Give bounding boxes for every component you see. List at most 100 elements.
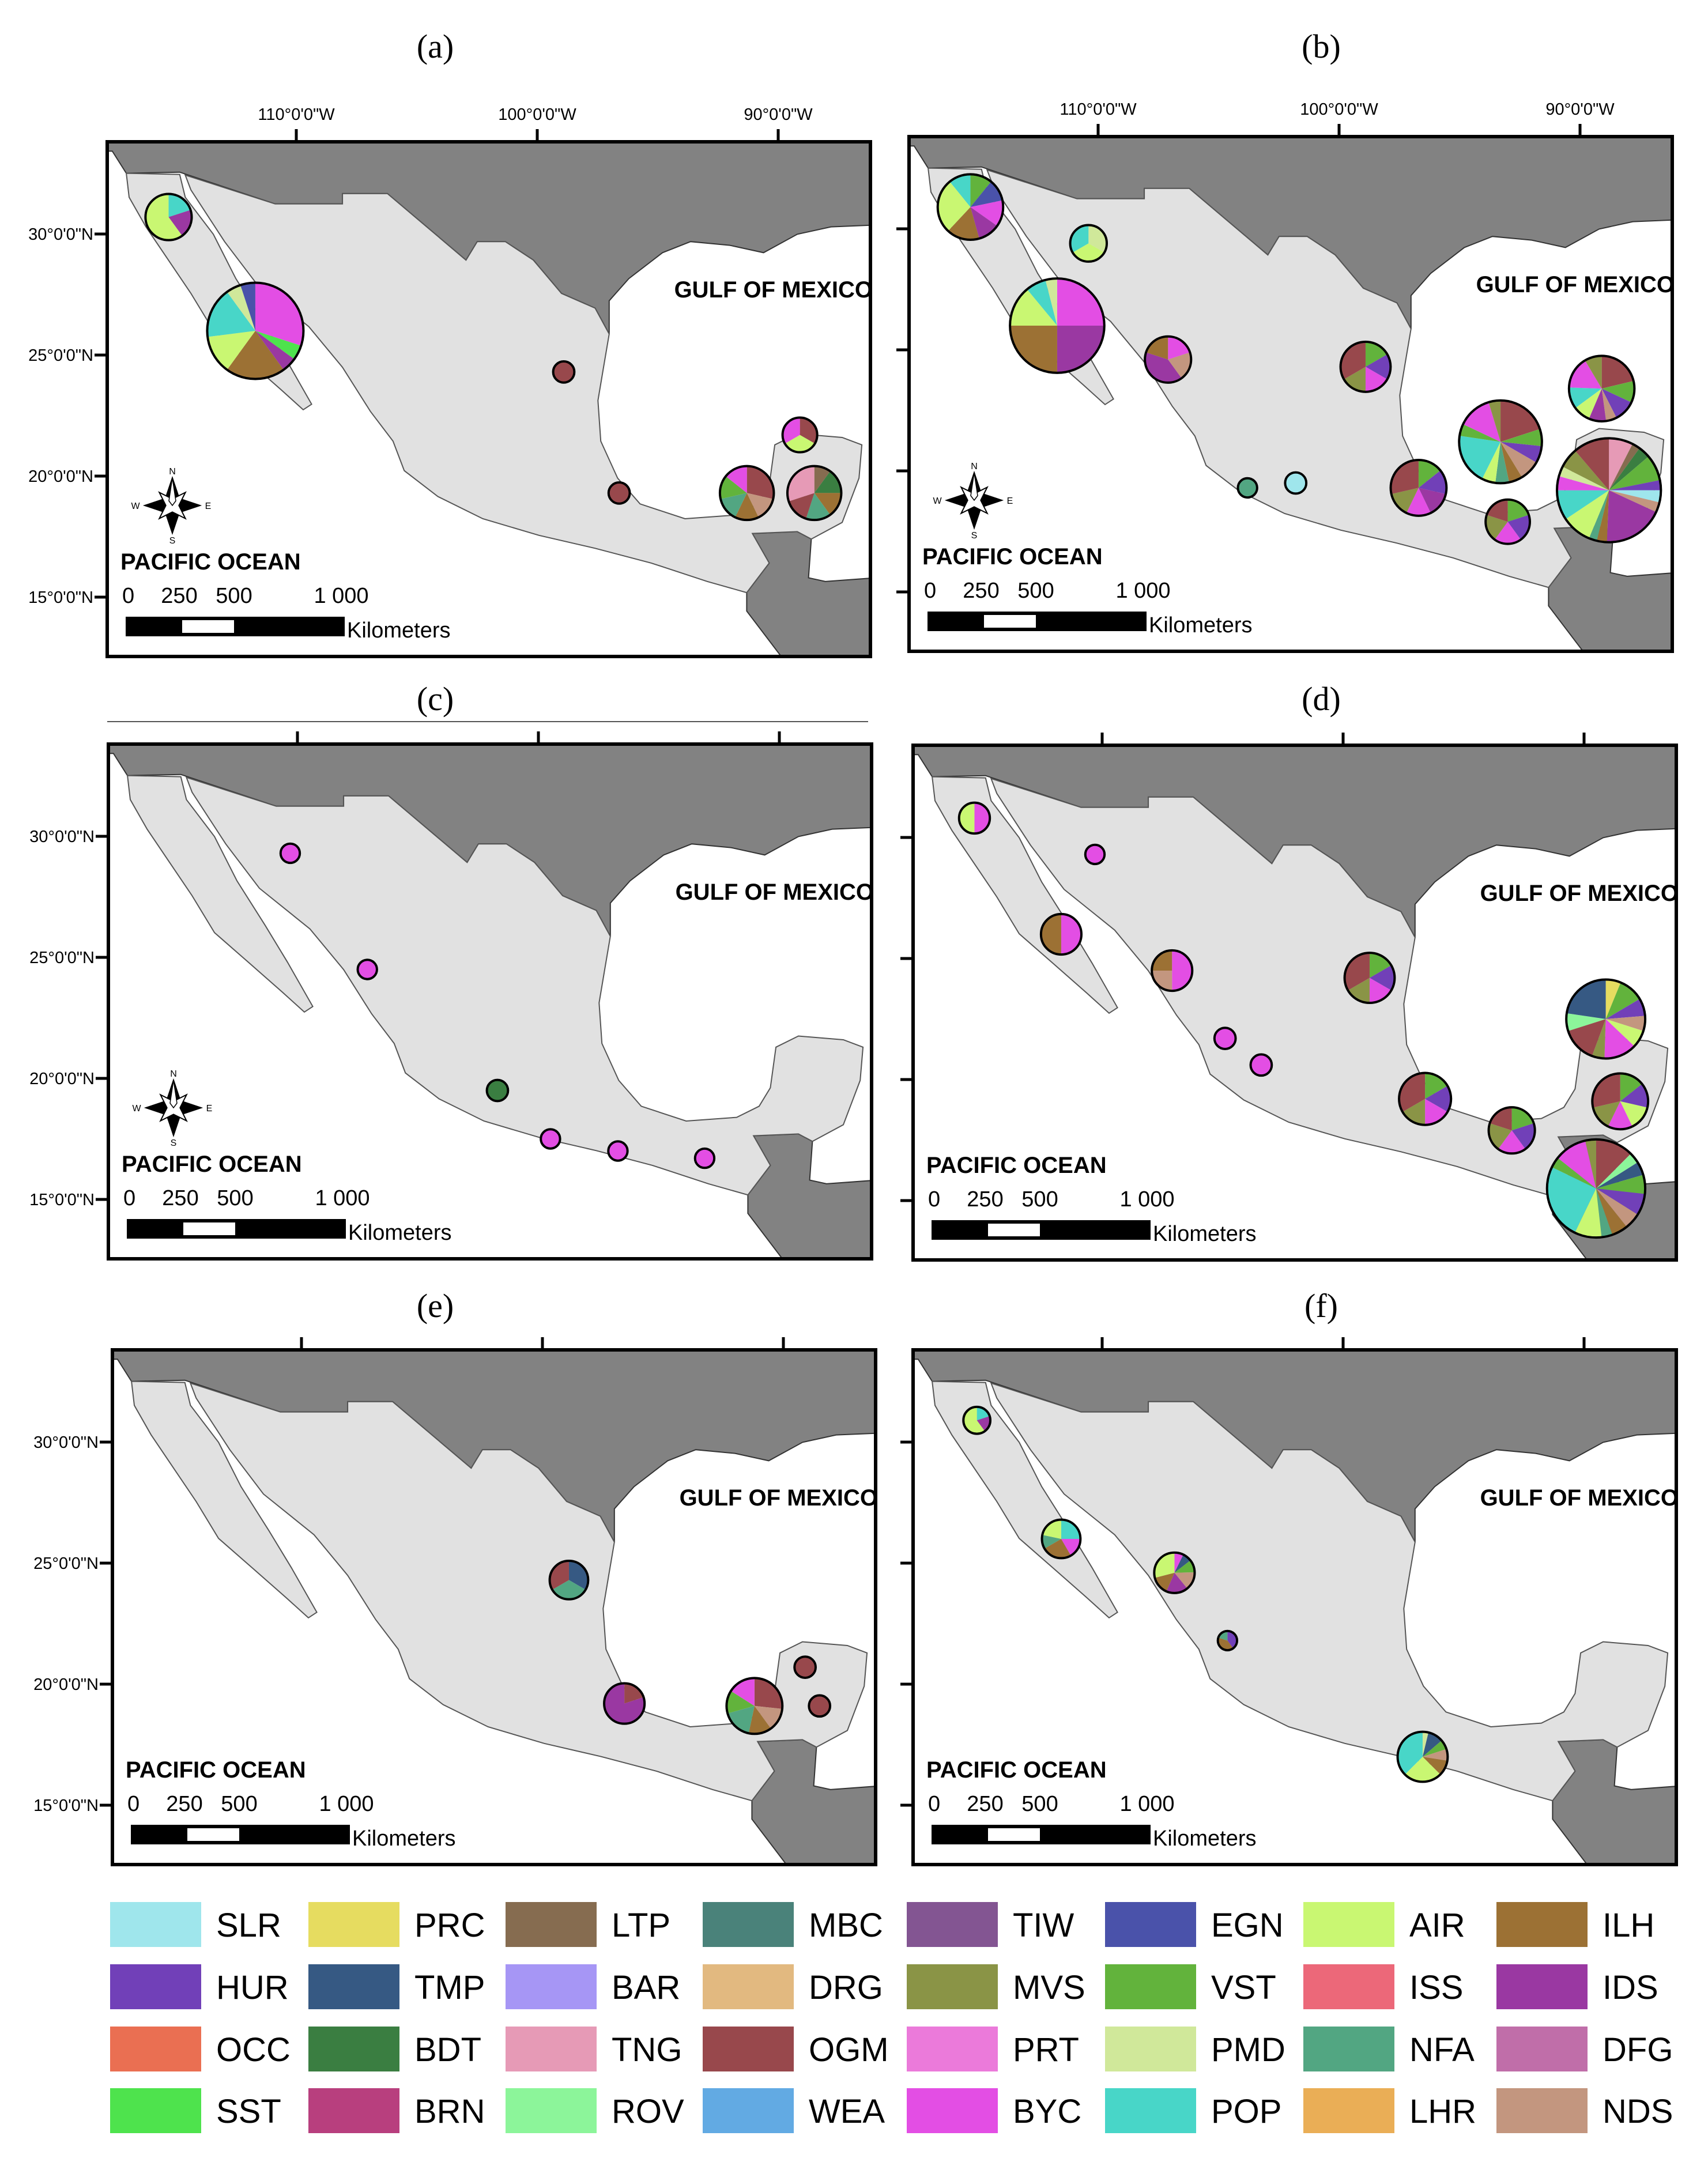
pie-slice-hur — [1511, 1123, 1535, 1149]
legend-swatch — [1496, 2027, 1588, 2071]
compass-n: N — [169, 467, 176, 477]
legend-item-nds: NDS — [1496, 2088, 1673, 2133]
pie-slice-vst — [726, 1690, 755, 1714]
legend-swatch — [703, 1902, 794, 1947]
legend-item-bar: BAR — [506, 1964, 680, 2009]
pie-slice-ilh — [1040, 914, 1061, 955]
scale-bar-segment — [988, 1224, 1040, 1236]
scale-bar — [927, 612, 1147, 631]
legend-label: PRT — [1013, 2031, 1079, 2069]
pie-chart — [206, 281, 305, 380]
compass-s: S — [971, 531, 978, 541]
longitude-label: 100°0'0"W — [498, 105, 576, 124]
scale-bar — [932, 1220, 1151, 1240]
legend-label: TNG — [612, 2031, 682, 2069]
pie-chart — [808, 1694, 832, 1718]
scale-tick-label: 500 — [221, 1792, 257, 1816]
pie-chart — [1565, 978, 1647, 1060]
pie-outline — [1084, 843, 1106, 866]
pie-slice-ilh — [748, 1705, 771, 1734]
pie-chart — [144, 193, 193, 241]
legend-swatch — [1303, 1964, 1394, 2009]
pie-slice-ilh — [948, 207, 979, 240]
pie-slice-hur — [1605, 999, 1645, 1019]
panel-label: (c) — [417, 680, 454, 718]
legend-item-byc: BYC — [907, 2088, 1081, 2133]
legend-label: TIW — [1013, 1907, 1074, 1944]
pie-slice-air — [1574, 1188, 1602, 1238]
pie-slice-nfa — [1238, 478, 1257, 498]
panel-label: (b) — [1302, 28, 1341, 65]
pie-slice-hur — [1369, 965, 1395, 991]
pie-outline — [144, 193, 193, 241]
compass-w: W — [933, 496, 942, 506]
scale-bar-segment — [183, 1222, 235, 1235]
pie-slice-hur — [1500, 441, 1542, 463]
legend-item-mvs: MVS — [907, 1964, 1085, 2009]
legend-label: PRC — [414, 1907, 485, 1944]
scale-tick-label: 250 — [166, 1792, 202, 1816]
pie-outline — [1389, 458, 1448, 517]
pacific-ocean-label: PACIFIC OCEAN — [922, 544, 1103, 569]
pie-slice-ilh — [227, 331, 284, 379]
baja-california-land — [931, 776, 1118, 1014]
pie-chart — [1216, 1629, 1239, 1652]
pie-slice-ogm — [794, 1656, 816, 1678]
legend-swatch — [907, 1964, 998, 2009]
legend-label: BYC — [1013, 2093, 1081, 2130]
pie-slice-vst — [1620, 1073, 1642, 1101]
pacific-ocean-label: PACIFIC OCEAN — [120, 549, 301, 575]
map-panel: GULF OF MEXICO PACIFIC OCEAN 0 250 500 1 000 K… — [29, 731, 873, 1261]
legend-label: DRG — [809, 1969, 883, 2006]
pie-outline — [552, 360, 576, 384]
legend-label: BAR — [612, 1969, 680, 2006]
baja-california-land — [931, 1380, 1118, 1619]
pie-slice-ids — [1589, 388, 1607, 421]
pie-slice-pop — [949, 174, 971, 207]
legend-item-dfg: DFG — [1496, 2027, 1673, 2071]
pie-outline — [1487, 1106, 1536, 1155]
legend-label: EGN — [1211, 1907, 1284, 1944]
scale-tick-label: 1 000 — [1115, 579, 1170, 603]
pie-slice-vst — [1601, 381, 1635, 403]
pie-outline — [1284, 471, 1308, 495]
pie-chart — [607, 1140, 629, 1162]
pie-slice-byc — [1495, 522, 1521, 544]
legend-label: MBC — [809, 1907, 883, 1944]
pie-chart — [1040, 1518, 1082, 1560]
legend-swatch — [1303, 2088, 1394, 2133]
map-frame — [111, 1348, 877, 1866]
map-area: GULF OF MEXICO PACIFIC OCEAN 0 250 500 1 000 K… — [913, 745, 1676, 1260]
legend-item-prt: PRT — [907, 2027, 1079, 2071]
pie-slice-pmd — [1559, 466, 1609, 490]
pie-slice-ids — [168, 210, 192, 236]
pie-slice-air — [1154, 1552, 1175, 1578]
pacific-ocean-label: PACIFIC OCEAN — [926, 1757, 1107, 1783]
scale-tick-label: 1 000 — [314, 584, 368, 608]
pie-outline — [1565, 978, 1647, 1060]
legend-label: HUR — [216, 1969, 289, 2006]
pie-chart — [1567, 354, 1636, 422]
pie-slice-tmp — [1566, 979, 1606, 1019]
legend-swatch — [1303, 2027, 1394, 2071]
scale-tick-label: 0 — [123, 1186, 135, 1210]
pie-slice-pop — [168, 194, 191, 217]
pie-slice-byc — [1168, 336, 1190, 360]
pie-slice-ilh — [735, 493, 759, 520]
legend-item-brn: BRN — [308, 2088, 485, 2133]
pie-slice-tmp — [1174, 1554, 1191, 1573]
latitude-label: 25°0'0"N — [33, 1554, 99, 1573]
scale-bar — [131, 1825, 350, 1844]
pacific-ocean-label: PACIFIC OCEAN — [926, 1153, 1107, 1178]
scale-tick-label: 500 — [1021, 1187, 1058, 1212]
pie-slice-air — [1072, 243, 1104, 262]
pie-outline — [1151, 949, 1194, 993]
legend-label: POP — [1211, 2093, 1282, 2130]
gulf-of-mexico-label: GULF OF MEXICO — [680, 1485, 878, 1511]
pie-slice-ogm — [624, 1683, 644, 1704]
pie-slice-byc — [1556, 476, 1609, 490]
scale-tick-label: 1 000 — [1119, 1187, 1174, 1212]
pie-slice-nds — [1605, 1016, 1646, 1031]
pie-slice-vst — [1609, 456, 1660, 490]
